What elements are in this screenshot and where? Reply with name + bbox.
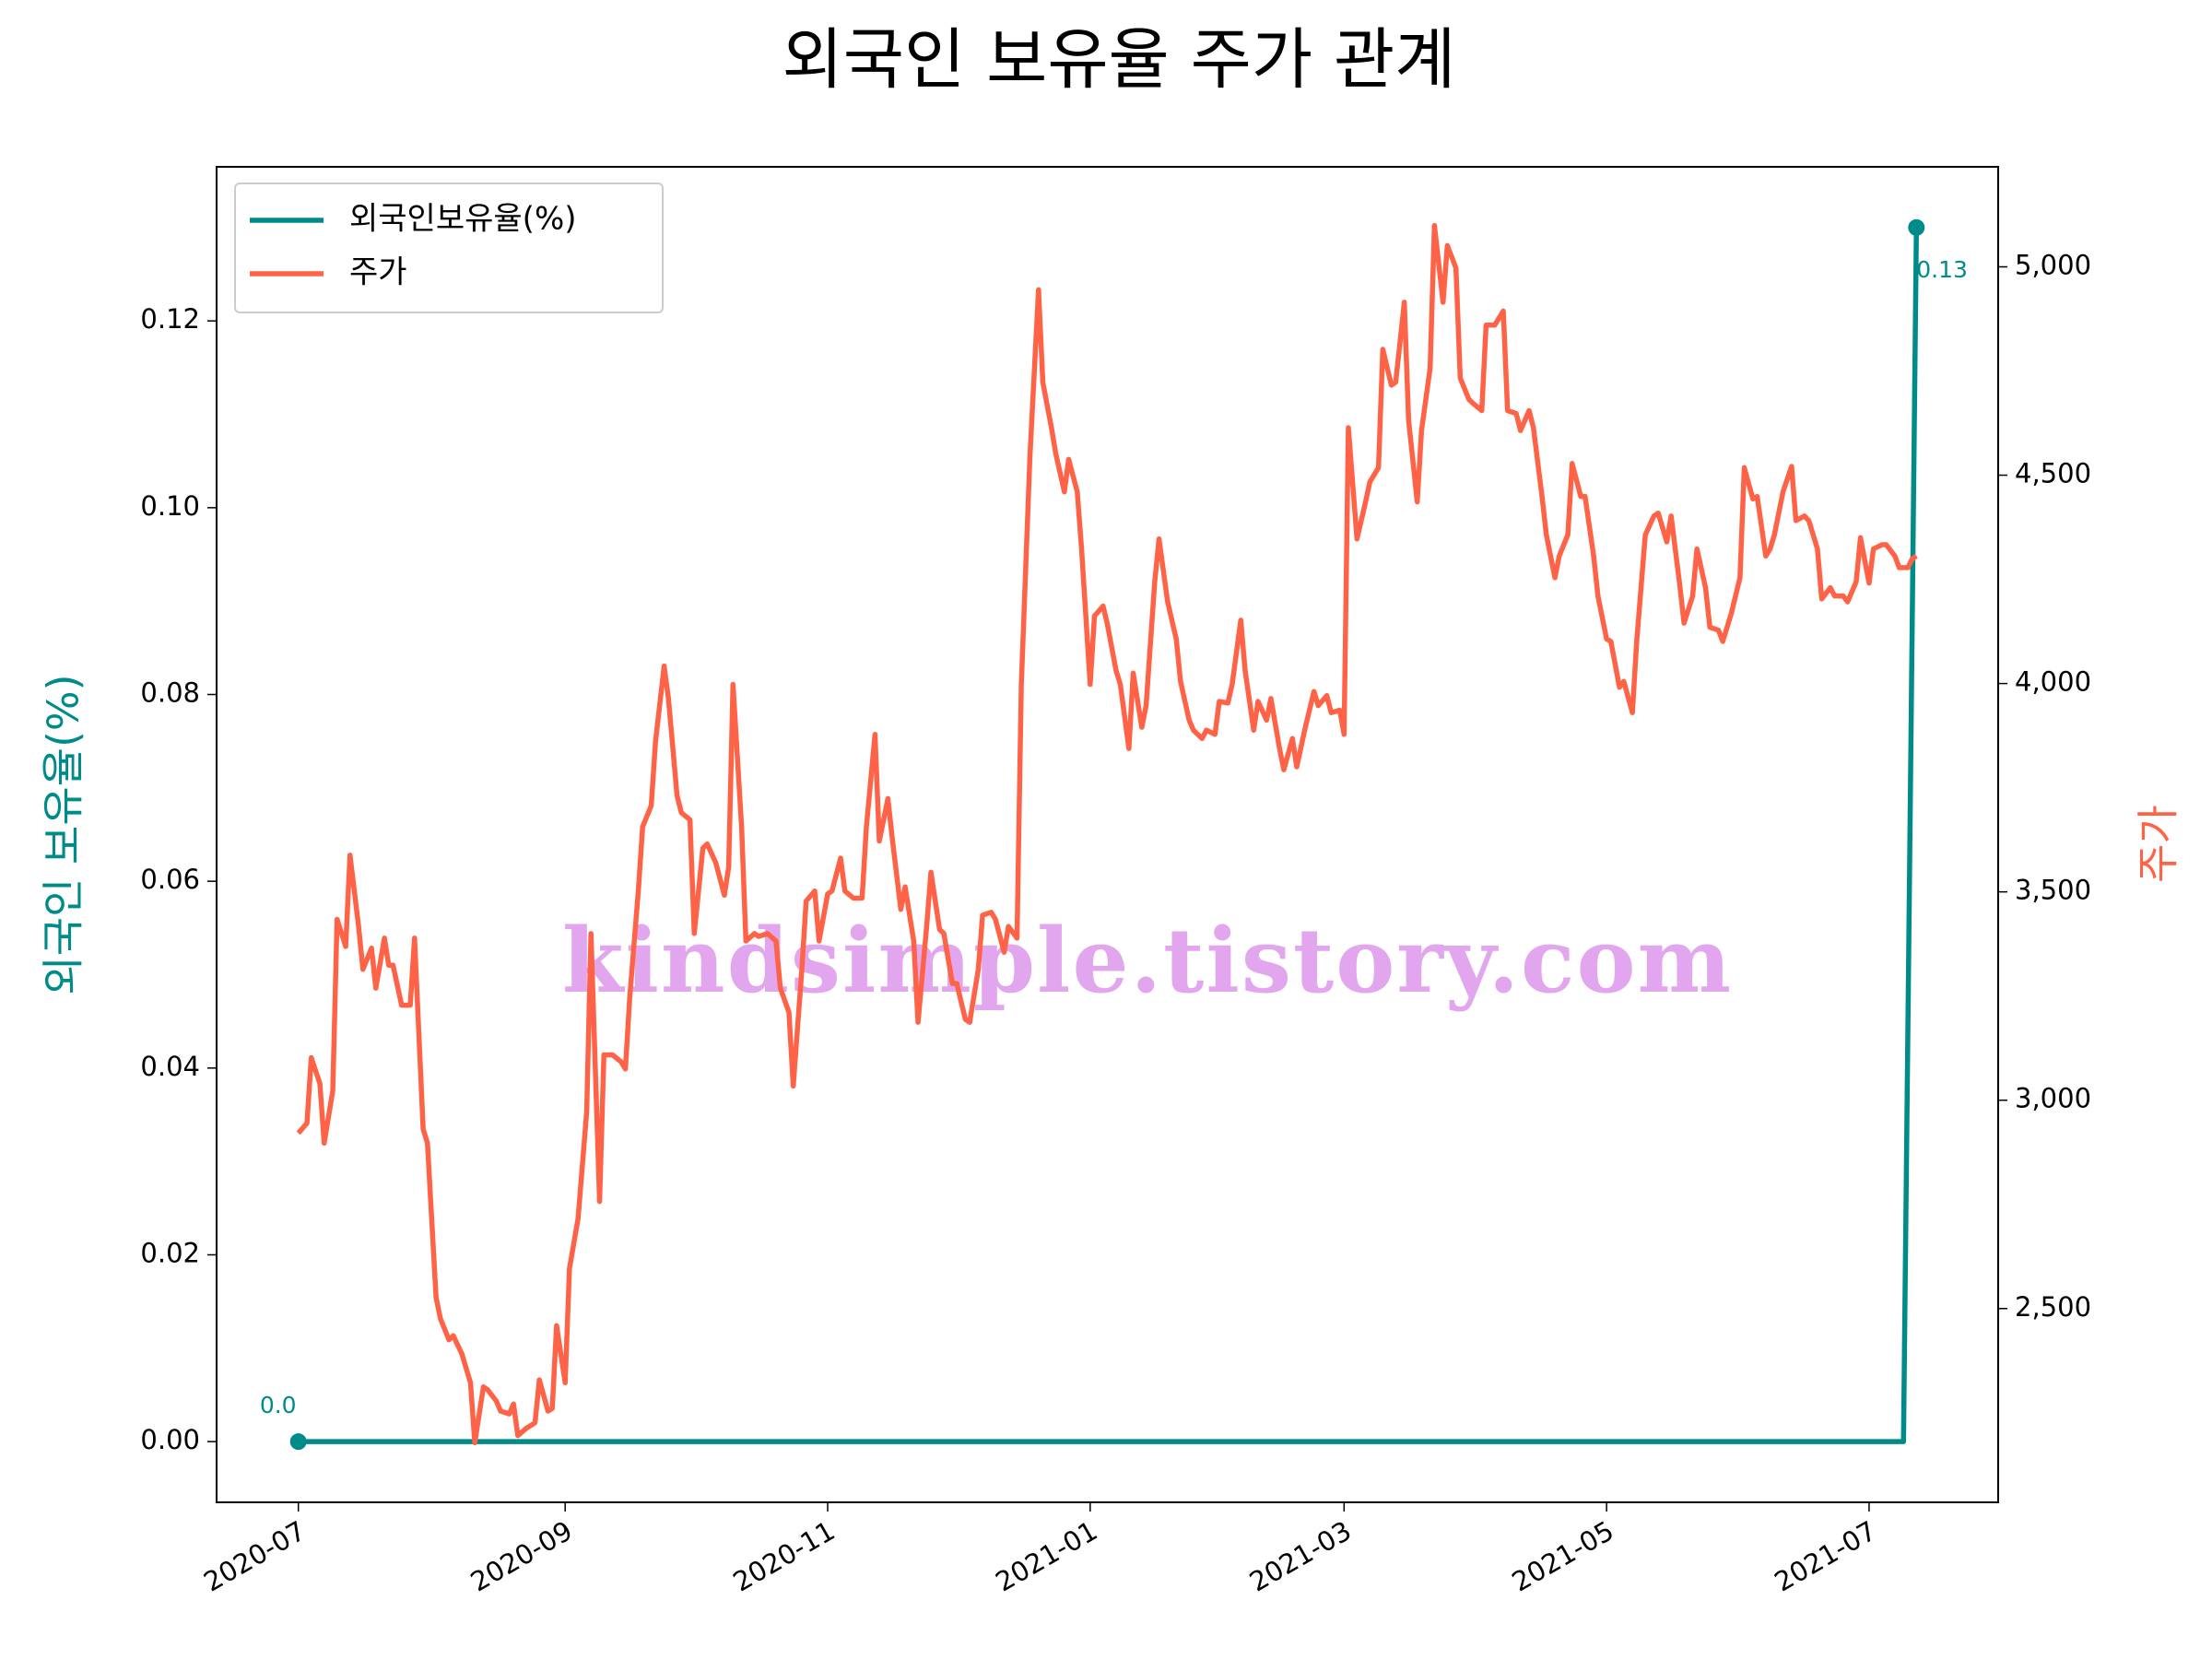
watermark: kindsimple.tistory.com xyxy=(562,909,1733,1013)
legend-frame xyxy=(234,182,664,313)
y2-tick-label: 3,000 xyxy=(2015,1083,2091,1114)
y2-tick-label: 2,500 xyxy=(2015,1291,2091,1323)
y-tick-label: 0.10 xyxy=(140,490,200,522)
point-marker xyxy=(289,1433,307,1451)
legend-label: 외국인보유율(%) xyxy=(349,201,577,238)
y-tick-label: 0.06 xyxy=(140,864,200,895)
y-tick-label: 0.08 xyxy=(140,677,200,709)
x-tick-label: 2021-07 xyxy=(1769,1515,1881,1598)
series-line xyxy=(298,227,1920,1444)
y-tick-label: 0.12 xyxy=(140,303,200,335)
point-marker xyxy=(1908,218,1925,236)
legend-label: 주가 xyxy=(349,254,407,291)
value-label: 0.0 xyxy=(260,1392,297,1418)
y2-tick-label: 4,500 xyxy=(2015,458,2091,489)
x-tick-label: 2020-09 xyxy=(465,1515,578,1598)
y2-tick-label: 4,000 xyxy=(2015,666,2091,698)
x-tick-label: 2020-07 xyxy=(198,1515,311,1598)
chart-title: 외국인 보유율 주가 관계 xyxy=(782,21,1455,99)
value-label: 0.13 xyxy=(1916,256,1968,283)
x-tick-label: 2021-03 xyxy=(1244,1515,1357,1598)
y-tick-label: 0.04 xyxy=(140,1051,200,1082)
x-tick-label: 2020-11 xyxy=(728,1515,841,1598)
y-tick-label: 0.02 xyxy=(140,1237,200,1268)
x-tick-label: 2021-05 xyxy=(1507,1515,1619,1598)
plot-frame xyxy=(216,166,1999,1503)
y2-axis-label: 주가 xyxy=(2134,805,2183,883)
series-line xyxy=(296,223,1918,1446)
y-axis-label: 외국인 보유율(%) xyxy=(39,674,88,994)
x-tick-label: 2021-01 xyxy=(990,1515,1102,1598)
y-tick-label: 0.00 xyxy=(140,1424,200,1455)
y2-tick-label: 3,500 xyxy=(2015,875,2091,906)
y2-tick-label: 5,000 xyxy=(2015,250,2091,281)
legend: 외국인보유율(%) 주가 xyxy=(234,182,664,313)
